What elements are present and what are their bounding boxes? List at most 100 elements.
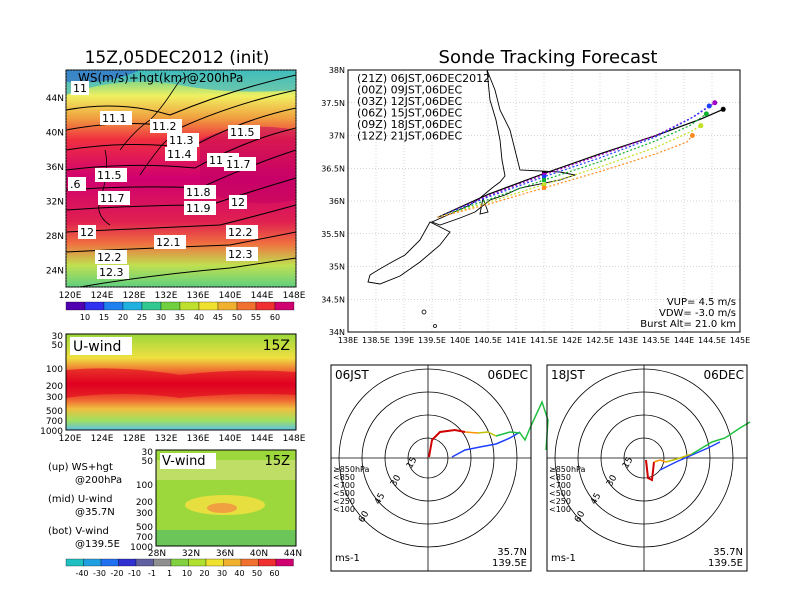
colorbar-label: 40 <box>234 569 244 578</box>
x-tick-label: 138.5E <box>362 336 390 345</box>
hodograph-trace <box>653 459 667 463</box>
level-legend: <850 <box>333 473 355 482</box>
lat-tick-label: 24N <box>46 267 64 277</box>
track-legend: (21Z) 06JST,06DEC2012(00Z) 09JST,06DEC(0… <box>357 72 490 143</box>
colorbar-swatch <box>275 558 294 567</box>
colorbar-swatch <box>188 558 207 567</box>
level-legend: <250 <box>549 497 571 506</box>
hodograph-lon: 139.5E <box>708 558 743 569</box>
hodograph-trace <box>495 399 549 451</box>
colorbar-label: 15 <box>99 313 109 322</box>
colorbar-label: 20 <box>199 569 209 578</box>
height-label: 12 <box>80 226 94 239</box>
u-wind-lon-ticks: 120E 124E 128E 132E 136E 140E 144E 148E <box>59 434 306 444</box>
colorbar-swatch <box>65 301 86 311</box>
track-point <box>542 178 546 183</box>
lon-tick-label: 140E <box>219 291 242 301</box>
height-label: 12.3 <box>99 266 124 279</box>
pressure-tick-label: 200 <box>136 498 153 508</box>
pressure-tick-label: 200 <box>46 382 63 392</box>
lat-tick-label: 32N <box>46 198 64 208</box>
colorbar-label: -20 <box>110 569 123 578</box>
colorbar-swatch <box>153 558 172 567</box>
colorbar-label: 60 <box>270 313 280 322</box>
lon-tick-label: 128E <box>123 434 146 444</box>
height-label-box <box>165 147 197 161</box>
level-legend: ≥850hPa <box>333 465 370 474</box>
height-label-box <box>150 119 182 133</box>
colorbar-label: 10 <box>80 313 90 322</box>
height-label-box <box>68 177 86 191</box>
lon-tick-label: 144E <box>251 434 274 444</box>
lat-tick-label: 32N <box>182 549 200 559</box>
u-wind-time: 15Z <box>263 338 290 354</box>
ring-label: 45 <box>589 492 603 507</box>
track-line <box>437 135 693 218</box>
v-wind-colorbar: -40 -30 -20 -10 -1 1 10 20 30 40 50 60 <box>65 558 294 578</box>
lat-tick-label: 44N <box>46 94 64 104</box>
hodograph-unit: ms-1 <box>551 553 576 564</box>
ring-label: 60 <box>573 509 588 524</box>
colorbar-swatch <box>179 301 200 311</box>
colorbar-label: 50 <box>232 313 242 322</box>
track-line <box>437 108 724 218</box>
x-tick-label: 138E <box>338 336 358 345</box>
height-label: 11.3 <box>169 134 194 147</box>
height-label: 12 <box>231 196 245 209</box>
pressure-tick-label: 100 <box>136 481 153 491</box>
hodograph-unit: ms-1 <box>335 553 360 564</box>
lon-tick-label: 124E <box>91 434 114 444</box>
colorbar-swatch <box>217 301 238 311</box>
height-label-box <box>97 265 129 279</box>
level-legend: <700 <box>549 481 571 490</box>
lon-tick-label: 132E <box>155 291 178 301</box>
note-sub: @139.5E <box>75 539 120 550</box>
height-label: 11.1 <box>102 112 127 125</box>
colorbar-label: -40 <box>75 569 88 578</box>
x-tick-label: 141E <box>506 336 526 345</box>
x-tick-label: 142.5E <box>586 336 614 345</box>
x-tick-label: 140.5E <box>474 336 502 345</box>
stat-line: VUP= 4.5 m/s <box>667 297 736 308</box>
height-label-box <box>71 81 89 95</box>
hodograph-trace <box>428 428 466 458</box>
colorbar-label: 20 <box>118 313 128 322</box>
height-label-box <box>95 250 127 264</box>
track-line <box>437 125 702 218</box>
colorbar-label: -30 <box>93 569 106 578</box>
legend-entry: (09Z) 18JST,06DEC <box>357 118 462 131</box>
note-line: (mid) U-wind <box>48 494 112 505</box>
track-end-point <box>698 123 704 129</box>
hodograph-time-box <box>333 367 375 381</box>
wind-speed-colorbar: 10 15 20 25 30 35 40 45 50 55 60 <box>65 301 295 322</box>
y-tick-label: 36.5N <box>321 164 345 173</box>
colorbar-swatch <box>65 558 84 567</box>
lat-tick-label: 40N <box>46 129 64 139</box>
lon-tick-label: 120E <box>59 291 82 301</box>
height-label: .6 <box>70 178 81 191</box>
u-wind-label: U-wind <box>73 339 121 355</box>
colorbar-swatch <box>103 301 124 311</box>
height-label-box <box>167 133 199 147</box>
colorbar-swatch <box>141 301 162 311</box>
colorbar-swatch <box>122 301 143 311</box>
y-tick-label: 35N <box>329 263 345 272</box>
lon-tick-label: 148E <box>283 434 306 444</box>
legend-entry: (21Z) 06JST,06DEC2012 <box>357 72 490 85</box>
map-label: WS(m/s)+hgt(km)@200hPa <box>78 71 243 85</box>
note-sub: @200hPa <box>75 475 122 486</box>
ring-label: 15 <box>405 456 419 471</box>
y-tick-label: 38N <box>329 66 345 75</box>
lon-tick-label: 128E <box>123 291 146 301</box>
hodograph-time: 06JST <box>335 368 369 382</box>
v-wind-lat-ticks: 28N 32N 36N 40N 44N <box>148 549 302 559</box>
height-label-box <box>184 201 216 215</box>
height-label: 11.9 <box>186 202 211 215</box>
height-label-box <box>154 235 186 249</box>
legend-entry: (06Z) 15JST,06DEC <box>357 107 462 120</box>
height-label-box <box>95 168 127 182</box>
colorbar-label: 30 <box>217 569 227 578</box>
colorbar-swatch <box>118 558 137 567</box>
hodograph-frame <box>546 364 748 572</box>
